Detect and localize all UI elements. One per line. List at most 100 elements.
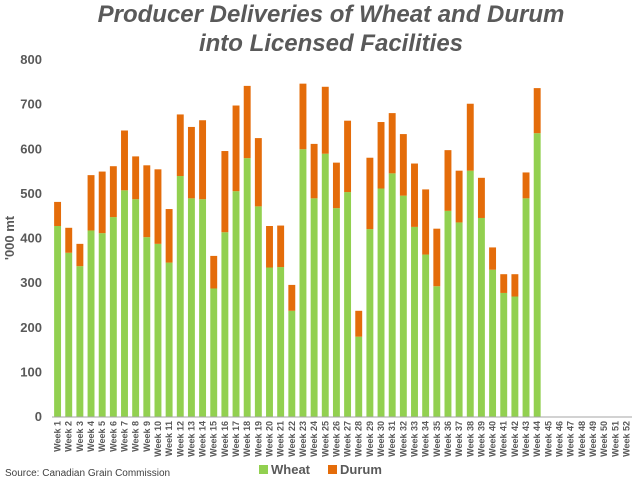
bar-wheat xyxy=(477,217,485,417)
bar-wheat xyxy=(321,153,329,417)
x-tick-label: Week 31 xyxy=(387,421,397,457)
x-tick-label: Week 6 xyxy=(108,421,118,452)
bar-durum xyxy=(422,189,430,255)
legend-swatch-wheat xyxy=(259,465,268,474)
x-tick-label: Week 18 xyxy=(242,421,252,457)
bar-durum xyxy=(344,120,352,193)
legend-label-durum: Durum xyxy=(340,462,382,477)
y-tick-label: 700 xyxy=(20,97,42,112)
x-tick-label: Week 38 xyxy=(465,421,475,457)
bar-wheat xyxy=(143,237,151,417)
x-tick-label: Week 3 xyxy=(75,421,85,452)
chart-title-line-1: Producer Deliveries of Wheat and Durum xyxy=(98,1,565,28)
bar-durum xyxy=(199,120,207,200)
bar-durum xyxy=(489,247,497,270)
bar-durum xyxy=(277,225,285,268)
x-tick-label: Week 7 xyxy=(120,421,130,452)
bar-wheat xyxy=(232,191,240,417)
x-tick-label: Week 13 xyxy=(186,421,196,457)
bar-durum xyxy=(533,88,541,134)
bar-durum xyxy=(221,151,229,233)
bar-wheat xyxy=(65,252,73,417)
bar-wheat xyxy=(366,229,374,417)
source-note: Source: Canadian Grain Commission xyxy=(5,468,170,479)
x-tick-label: Week 17 xyxy=(231,421,241,457)
bar-wheat xyxy=(399,195,407,417)
bar-wheat xyxy=(388,173,396,417)
y-tick-label: 500 xyxy=(20,186,42,201)
x-tick-label: Week 8 xyxy=(131,421,141,452)
y-tick-label: 0 xyxy=(35,409,42,424)
x-tick-label: Week 1 xyxy=(53,421,63,452)
bar-durum xyxy=(76,243,84,267)
bar-durum xyxy=(109,166,117,218)
bar-wheat xyxy=(221,232,229,417)
x-tick-label: Week 26 xyxy=(331,421,341,457)
x-tick-label: Week 24 xyxy=(309,421,319,457)
bar-wheat xyxy=(455,222,463,417)
y-axis-ticks: 0 100 200 300 400 500 600 700 800 xyxy=(20,52,42,424)
bar-wheat xyxy=(522,198,530,417)
bar-durum xyxy=(176,114,184,177)
bar-durum xyxy=(466,103,474,171)
bar-wheat xyxy=(466,170,474,417)
x-tick-label: Week 43 xyxy=(521,421,531,457)
bar-wheat xyxy=(109,217,117,417)
x-tick-label: Week 50 xyxy=(599,421,609,457)
bar-wheat xyxy=(355,336,363,417)
bar-durum xyxy=(511,274,519,297)
bar-durum xyxy=(98,171,106,234)
y-tick-label: 400 xyxy=(20,231,42,246)
bar-durum xyxy=(299,83,307,150)
x-tick-label: Week 5 xyxy=(97,421,107,452)
bar-durum xyxy=(288,284,296,311)
x-tick-label: Week 27 xyxy=(343,421,353,457)
bar-durum xyxy=(399,134,407,196)
x-tick-label: Week 4 xyxy=(86,421,96,452)
bar-durum xyxy=(65,227,73,253)
y-tick-label: 200 xyxy=(20,320,42,335)
x-tick-label: Week 2 xyxy=(64,421,74,452)
bar-durum xyxy=(411,163,418,227)
x-tick-label: Week 20 xyxy=(265,421,275,457)
bar-wheat xyxy=(98,233,106,417)
x-tick-label: Week 9 xyxy=(142,421,152,452)
bar-wheat xyxy=(344,192,352,417)
bar-durum xyxy=(121,130,128,191)
bar-wheat xyxy=(310,198,318,417)
x-tick-label: Week 15 xyxy=(209,421,219,457)
x-tick-label: Week 49 xyxy=(588,421,598,457)
bar-durum xyxy=(366,157,374,230)
chart-title-line-2: into Licensed Facilities xyxy=(199,30,463,57)
bar-wheat xyxy=(121,190,128,417)
x-tick-label: Week 46 xyxy=(555,421,565,457)
bar-wheat xyxy=(332,208,340,417)
bar-wheat xyxy=(243,158,251,418)
bars-group xyxy=(54,83,541,418)
bar-durum xyxy=(132,156,140,200)
bar-wheat xyxy=(489,269,497,417)
x-tick-label: Week 52 xyxy=(621,421,631,457)
x-tick-label: Week 39 xyxy=(476,421,486,457)
legend-label-wheat: Wheat xyxy=(271,462,311,477)
x-tick-label: Week 40 xyxy=(488,421,498,457)
x-tick-label: Week 19 xyxy=(253,421,263,457)
bar-durum xyxy=(522,172,530,199)
bar-wheat xyxy=(87,230,95,417)
x-tick-label: Week 42 xyxy=(510,421,520,457)
x-tick-label: Week 34 xyxy=(421,421,431,457)
x-tick-label: Week 32 xyxy=(398,421,408,457)
bar-wheat xyxy=(54,226,62,417)
bar-durum xyxy=(87,175,95,231)
bar-durum xyxy=(433,228,441,287)
y-axis-label: '000 mt xyxy=(2,215,17,260)
x-tick-label: Week 36 xyxy=(443,421,453,457)
bar-wheat xyxy=(176,176,184,417)
bar-durum xyxy=(243,85,251,159)
bar-wheat xyxy=(411,226,418,417)
x-tick-label: Week 22 xyxy=(287,421,297,457)
x-tick-label: Week 29 xyxy=(365,421,375,457)
bar-wheat xyxy=(533,133,541,417)
bar-durum xyxy=(455,170,463,223)
